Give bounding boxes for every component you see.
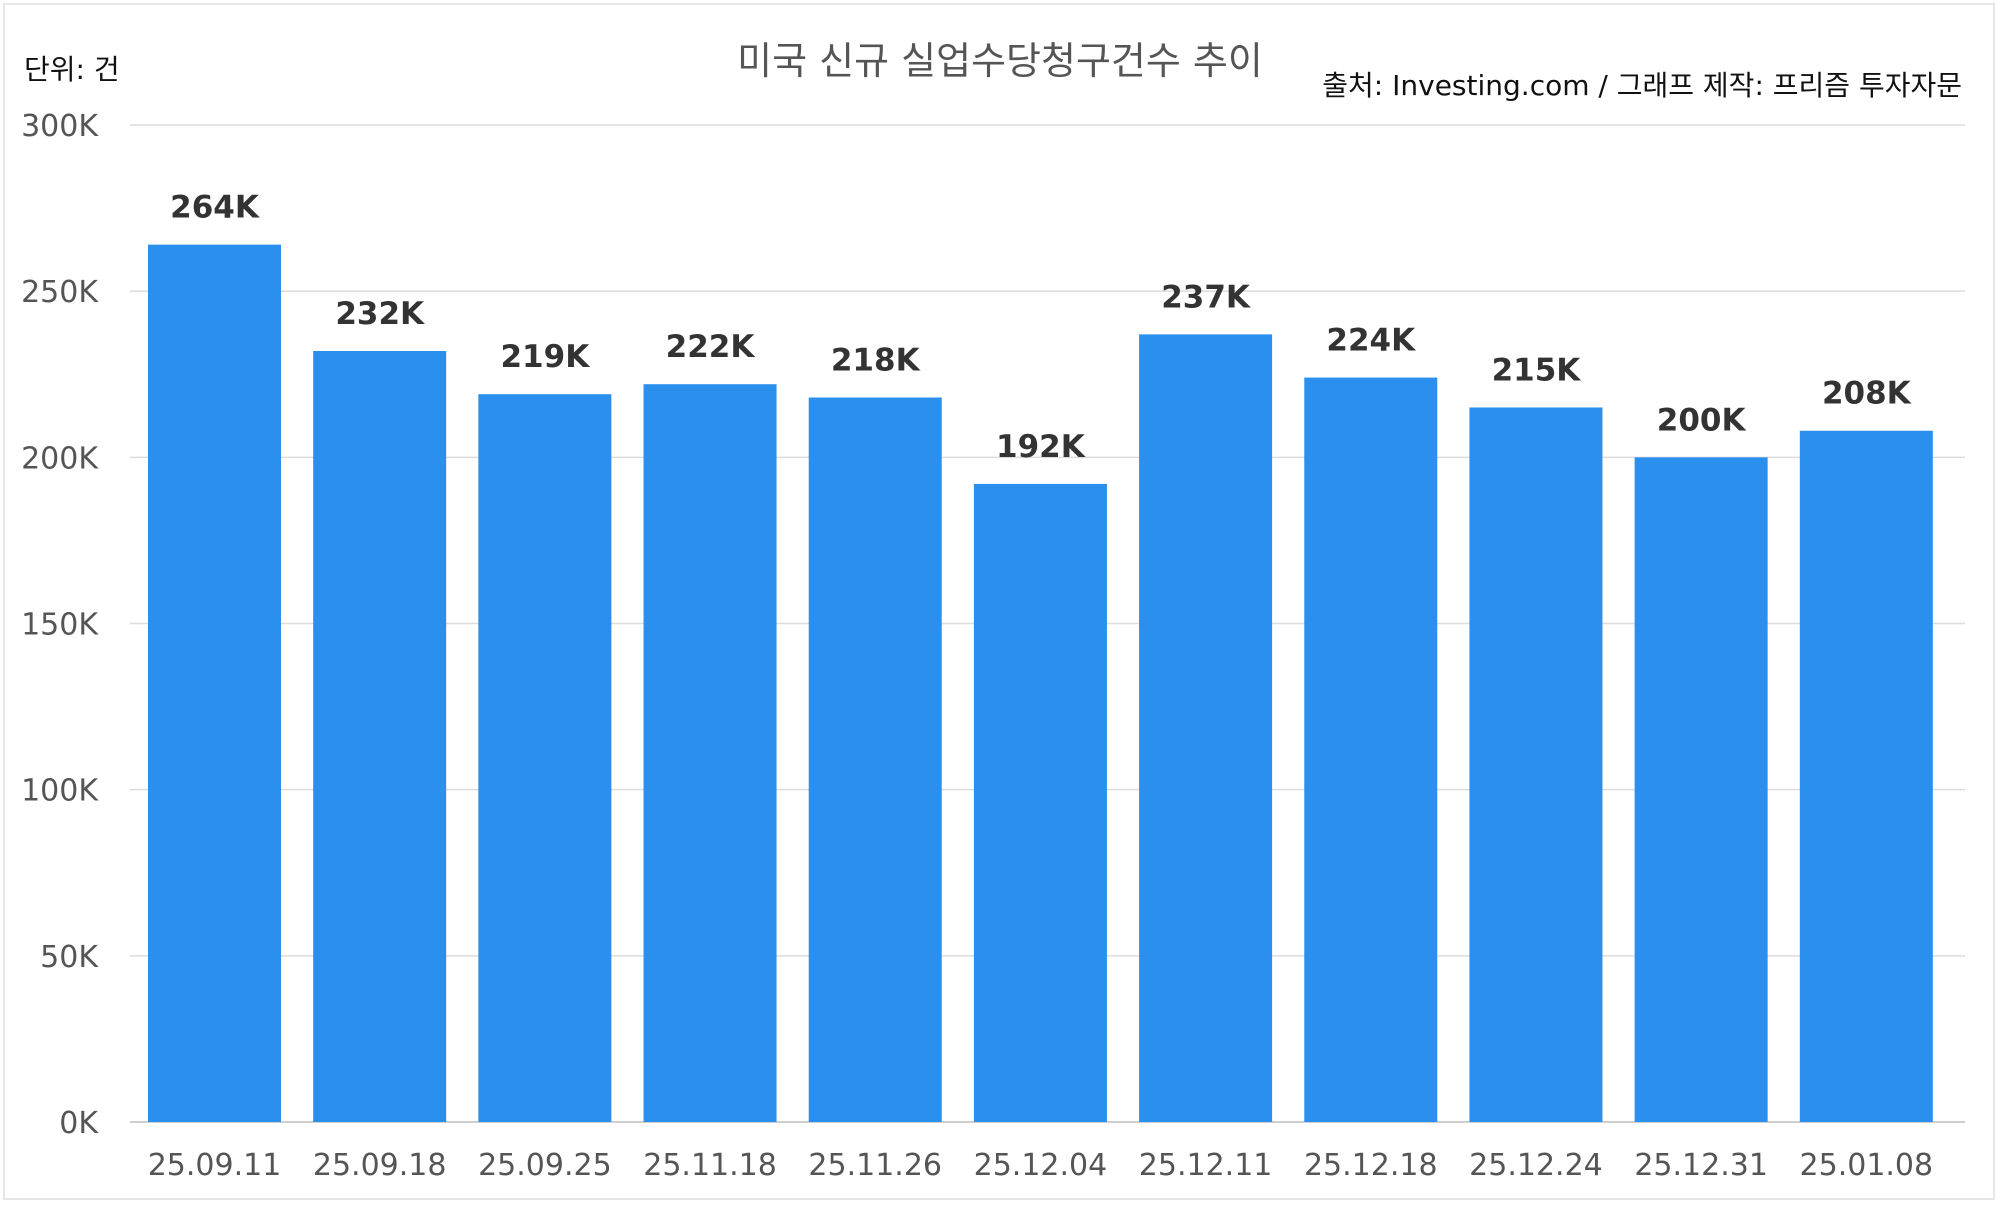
bar [1304, 377, 1438, 1122]
bar [643, 384, 777, 1123]
bar [1634, 457, 1768, 1122]
data-label: 218K [831, 343, 921, 379]
bar [478, 394, 612, 1122]
x-tick-label: 25.11.26 [808, 1148, 942, 1183]
x-tick-label: 25.01.08 [1800, 1148, 1934, 1183]
data-label: 208K [1822, 376, 1912, 412]
x-tick-label: 25.09.18 [313, 1148, 447, 1183]
y-tick-label: 100K [21, 774, 99, 809]
x-tick-label: 25.12.11 [1139, 1148, 1273, 1183]
data-label: 215K [1492, 352, 1582, 388]
x-tick-label: 25.09.11 [148, 1148, 282, 1183]
bar [808, 397, 942, 1123]
unit-label: 단위: 건 [24, 53, 120, 86]
x-tick-label: 25.11.18 [643, 1148, 777, 1183]
data-label: 200K [1657, 402, 1747, 438]
x-tick-label: 25.09.25 [478, 1148, 612, 1183]
bar [1469, 407, 1603, 1122]
y-tick-label: 300K [21, 109, 99, 144]
data-label: 222K [666, 329, 756, 365]
x-tick-label: 25.12.31 [1634, 1148, 1768, 1183]
x-tick-label: 25.12.24 [1469, 1148, 1603, 1183]
y-tick-label: 150K [21, 608, 99, 643]
bar [973, 483, 1107, 1122]
y-tick-label: 250K [21, 275, 99, 310]
y-tick-label: 200K [21, 441, 99, 476]
source-label: 출처: Investing.com / 그래프 제작: 프리즘 투자자문 [1322, 69, 1962, 102]
data-label: 192K [996, 429, 1086, 465]
y-tick-label: 0K [59, 1106, 99, 1141]
data-label: 264K [170, 190, 260, 226]
data-label: 237K [1161, 279, 1251, 315]
x-tick-label: 25.12.04 [974, 1148, 1108, 1183]
bar [148, 244, 281, 1122]
x-tick-label: 25.12.18 [1304, 1148, 1438, 1183]
data-label: 219K [500, 339, 590, 375]
chart-title: 미국 신규 실업수당청구건수 추이 [737, 39, 1263, 83]
bar [313, 350, 447, 1122]
bar [1799, 430, 1933, 1122]
bar [1139, 334, 1273, 1122]
data-label: 232K [335, 296, 425, 332]
data-label: 224K [1326, 323, 1416, 359]
y-tick-label: 50K [40, 940, 99, 975]
